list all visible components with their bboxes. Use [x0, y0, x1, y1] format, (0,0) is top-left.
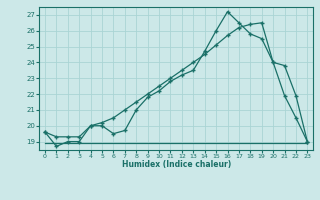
- X-axis label: Humidex (Indice chaleur): Humidex (Indice chaleur): [122, 160, 231, 169]
